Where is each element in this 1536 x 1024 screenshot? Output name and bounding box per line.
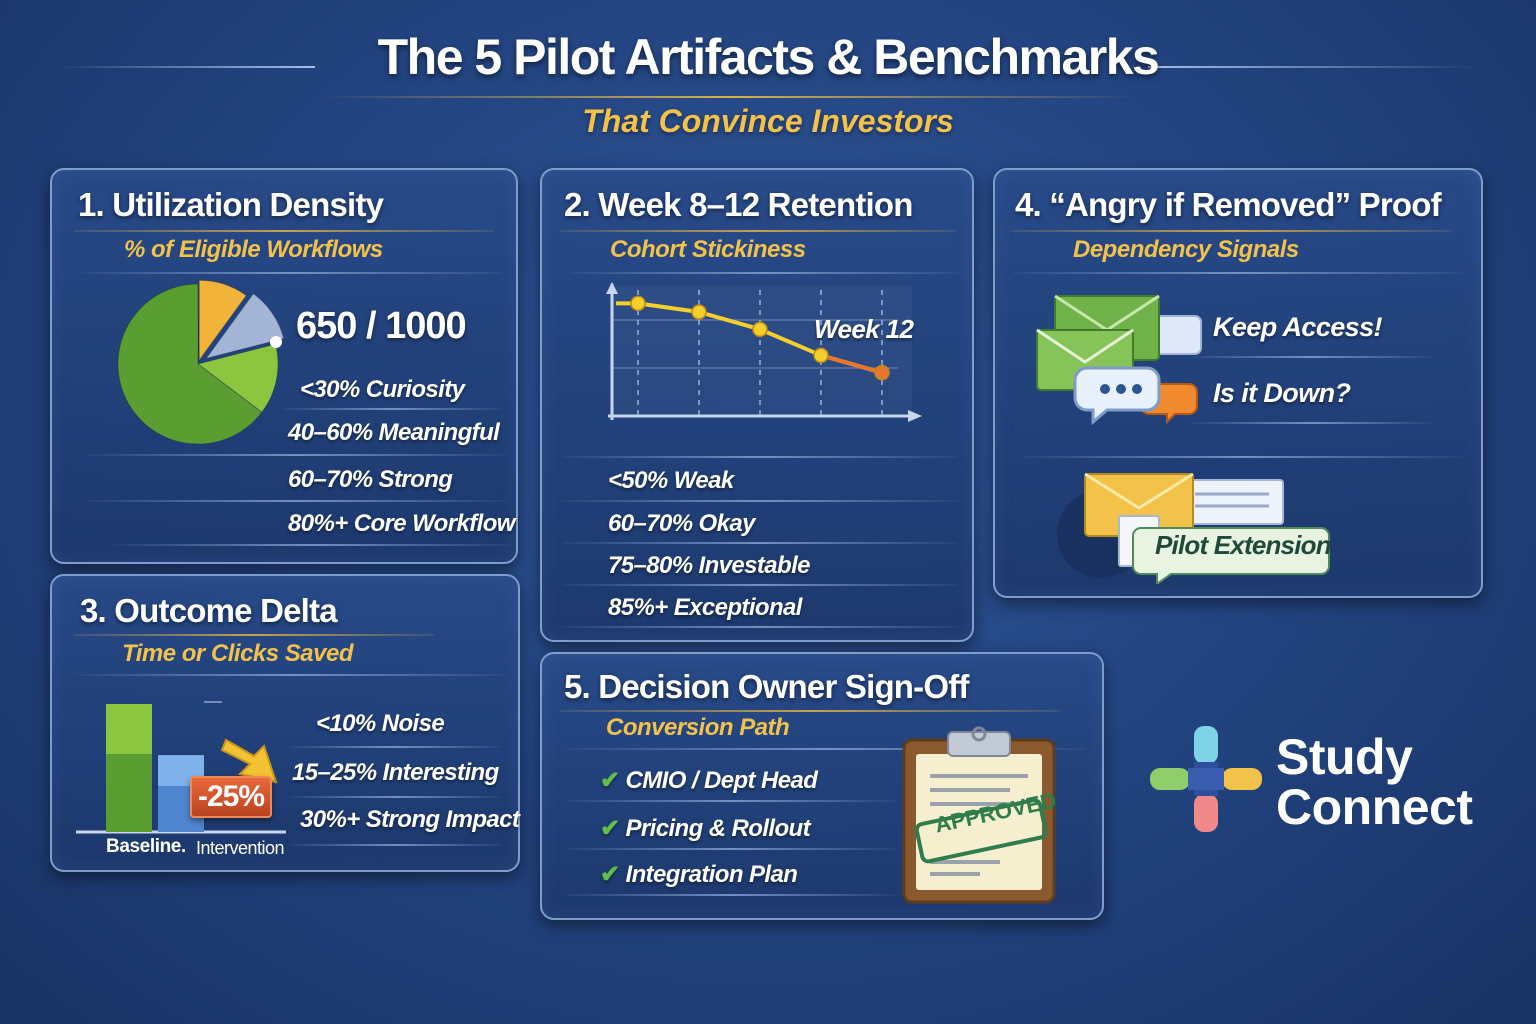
chart-annotation: Week 12 [814,314,914,344]
card-utilization-density: 1. Utilization Density % of Eligible Wor… [50,168,518,564]
benchmark-item: 80%+ Core Workflow [288,510,515,537]
check-icon: ✔ [600,767,620,794]
page-subtitle: That Convince Investors [582,103,954,139]
divider [562,542,958,544]
benchmark-item: 60–70% Okay [608,510,755,537]
pie-slice [198,279,247,362]
card-week-retention: 2. Week 8–12 Retention Cohort Stickiness… [540,168,974,642]
card-outcome-delta: 3. Outcome Delta Time or Clicks Saved -2… [50,574,520,872]
card-title: 4. “Angry if Removed” Proof [1015,186,1442,223]
signal-is-it-down: Is it Down? [1213,378,1351,408]
subtitle-rule [320,96,1140,98]
title-underline [74,634,434,636]
utilization-pie-chart [117,279,285,445]
card-subtitle: Time or Clicks Saved [122,640,354,667]
divider [82,272,502,274]
signoff-item: ✔ CMIO / Dept Head [600,766,818,795]
bar-label-baseline: Baseline. [106,836,186,857]
card-title: 1. Utilization Density [78,186,384,223]
title-rule-right [1148,66,1478,68]
title-underline [1011,230,1451,232]
benchmark-item: <30% Curiosity [300,376,465,403]
utilization-value: 650 / 1000 [296,305,467,347]
divider [566,848,896,850]
signoff-item-label: Pricing & Rollout [625,815,811,842]
study-connect-logo-icon [1150,726,1262,832]
benchmark-item: 60–70% Strong [288,466,453,493]
messages-icon [1036,294,1202,426]
benchmark-item: <50% Weak [608,467,734,494]
title-underline [560,710,1060,712]
divider [112,544,512,546]
check-icon: ✔ [600,861,620,888]
signoff-item-label: Integration Plan [625,861,798,888]
divider [86,500,506,502]
divider [290,796,500,798]
page-title: The 5 Pilot Artifacts & Benchmarks [377,29,1160,85]
divider [290,746,500,748]
signal-keep-access: Keep Access! [1213,312,1383,342]
divider [562,456,958,458]
data-point [813,347,829,364]
pie-highlight-dot [270,336,282,348]
title-rule-left [60,66,315,68]
benchmark-item: 75–80% Investable [608,552,811,579]
card-title: 5. Decision Owner Sign-Off [564,668,969,705]
data-point [752,321,768,338]
divider [562,584,958,586]
retention-line-chart [606,282,922,422]
divider [282,408,502,410]
pie-slice [117,283,263,445]
card-subtitle: Cohort Stickiness [610,236,806,263]
title-underline [74,230,494,232]
check-icon: ✔ [600,815,620,842]
data-point [874,364,890,381]
benchmark-item: 15–25% Interesting [292,759,499,786]
pilot-extension-icon [1057,472,1330,584]
divider [566,748,1086,750]
divider [76,674,506,676]
card-title: 3. Outcome Delta [80,592,338,629]
delta-badge: -25% [190,776,273,818]
divider [86,454,506,456]
divider [1023,456,1463,458]
card-decision-owner-signoff: 5. Decision Owner Sign-Off Conversion Pa… [540,652,1104,920]
divider [562,500,958,502]
card-subtitle: % of Eligible Workflows [124,236,383,263]
benchmark-item: 40–60% Meaningful [288,419,500,446]
pilot-extension-tag: Pilot Extension [1155,530,1332,560]
bar-highlight [106,704,152,754]
benchmark-item: 85%+ Exceptional [608,594,802,621]
divider [566,800,896,802]
divider [562,626,958,628]
divider [1013,272,1463,274]
retention-decline-segment [820,353,883,375]
pie-slice [205,292,285,360]
bar-label-intervention: Intervention [196,838,285,858]
benchmark-item: <10% Noise [316,710,445,737]
brand-name-line2: Connect [1276,779,1473,835]
signoff-item: ✔ Pricing & Rollout [600,814,811,843]
card-angry-if-removed: 4. “Angry if Removed” Proof Dependency S… [993,168,1483,598]
divider [290,844,500,846]
signoff-item-label: CMIO / Dept Head [625,767,818,794]
data-point [630,295,646,312]
divider [570,272,960,274]
card-subtitle: Dependency Signals [1073,236,1299,263]
benchmark-item: 30%+ Strong Impact [300,806,520,833]
card-title: 2. Week 8–12 Retention [564,186,913,223]
card-subtitle: Conversion Path [606,714,790,741]
divider [1191,422,1431,424]
divider [566,894,896,896]
signoff-item: ✔ Integration Plan [600,860,798,889]
data-point [691,304,707,320]
clipboard-icon [902,726,1056,904]
divider [1191,356,1431,358]
brand-name-line1: Study [1276,729,1413,785]
title-underline [560,230,956,232]
